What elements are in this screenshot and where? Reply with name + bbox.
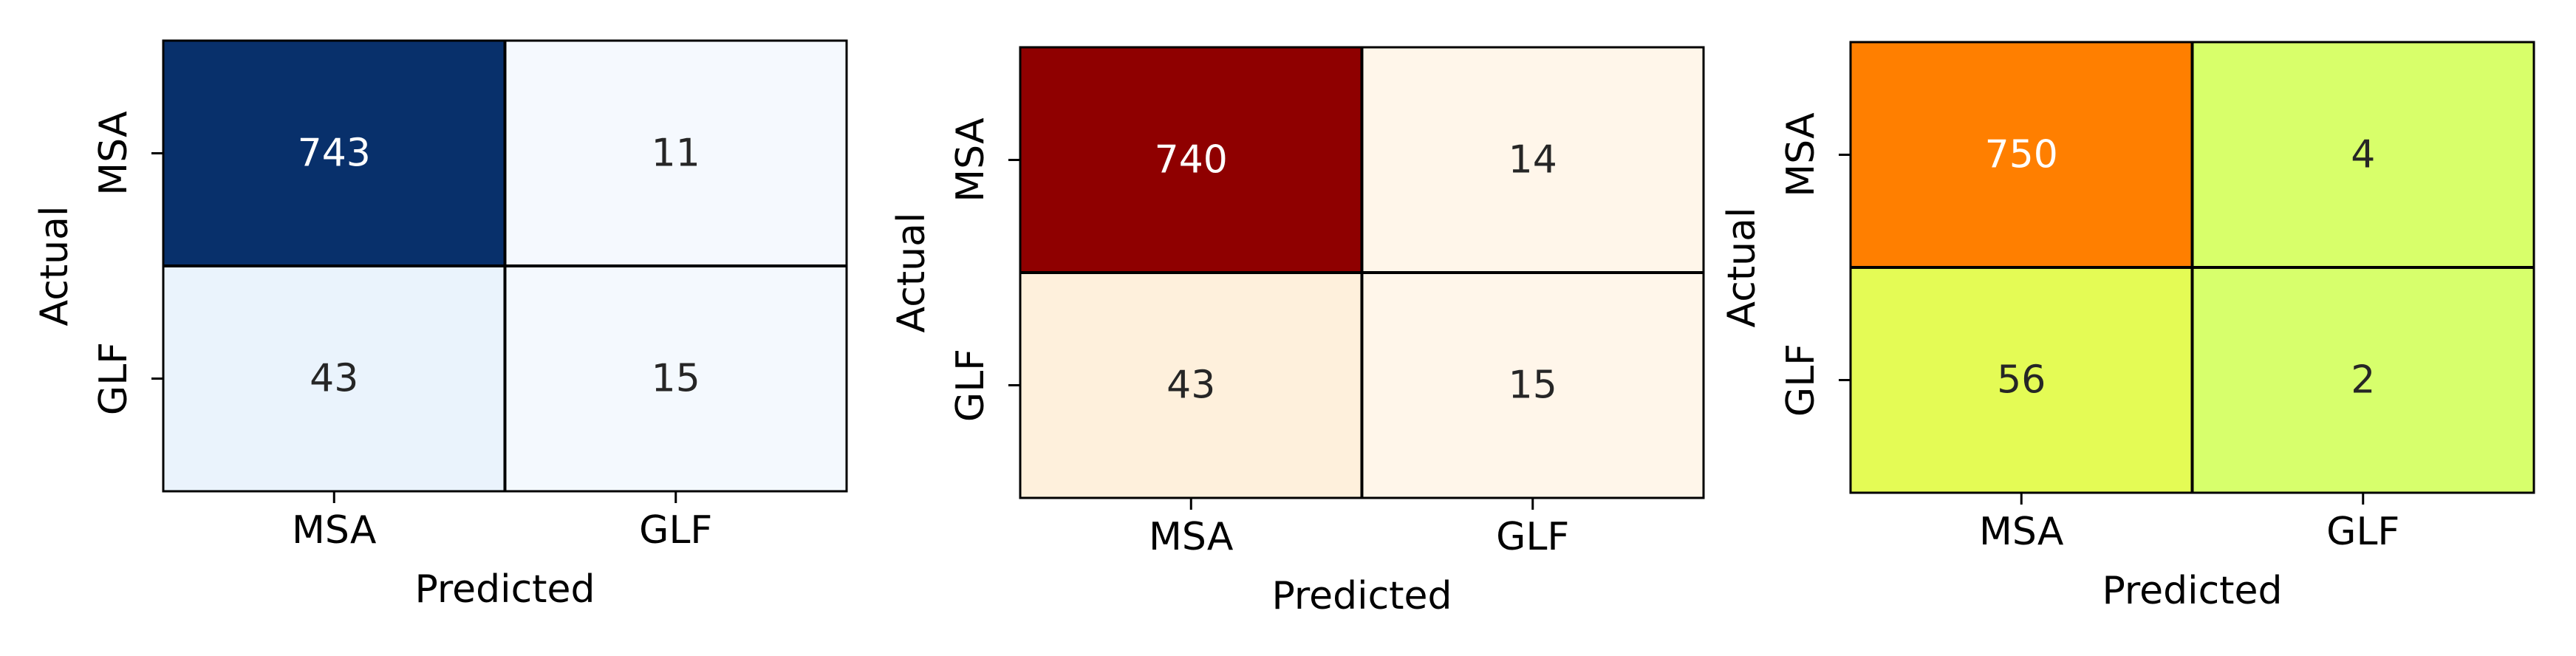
- x-tick-label: MSA: [292, 508, 377, 553]
- cell-value-label: 43: [1166, 363, 1215, 408]
- cell-value-label: 43: [310, 357, 358, 401]
- y-tick-label: GLF: [92, 342, 136, 415]
- x-tick-label: MSA: [1149, 515, 1234, 559]
- y-tick-label: GLF: [949, 349, 993, 422]
- heatmap-panel-3: 750 4 56 2 MSA GLF MSA GLF Predicted Actual: [1720, 41, 2535, 613]
- y-axis-label: Actual: [889, 213, 934, 333]
- heatmap-cell: [163, 266, 505, 491]
- heatmap-cell: [2192, 267, 2534, 493]
- x-tick-label: GLF: [2326, 510, 2399, 554]
- cell-value-label: 743: [298, 131, 371, 176]
- x-axis-label: Predicted: [414, 567, 595, 612]
- heatmap-cell: [505, 266, 847, 491]
- cell-value-label: 4: [2351, 133, 2375, 177]
- heatmap-cell: [163, 41, 505, 266]
- heatmap-cell: [1851, 267, 2193, 493]
- heatmap-cell: [1020, 273, 1362, 498]
- y-axis-label: Actual: [1720, 208, 1764, 328]
- cell-value-label: 11: [652, 131, 700, 176]
- y-tick-label: MSA: [949, 117, 993, 202]
- y-tick-label: MSA: [1779, 112, 1823, 197]
- cell-value-label: 750: [1985, 133, 2058, 177]
- x-tick-label: MSA: [1979, 510, 2064, 554]
- cell-value-label: 740: [1155, 138, 1228, 182]
- heatmap-cell: [1362, 273, 1704, 498]
- cell-value-label: 15: [652, 357, 700, 401]
- plot-frame: [162, 39, 848, 493]
- plot-frame: [1019, 46, 1705, 499]
- cell-value-label: 2: [2351, 358, 2375, 403]
- heatmap-panel-2: 740 14 43 15 MSA GLF MSA GLF Predicted Actual: [889, 46, 1705, 618]
- heatmap-cell: [1362, 47, 1704, 273]
- heatmap-cell: [1020, 47, 1362, 273]
- heatmap-cell: [2192, 42, 2534, 267]
- cell-value-label: 15: [1509, 363, 1557, 408]
- cell-value-label: 56: [1997, 358, 2046, 403]
- heatmap-cell: [1851, 42, 2193, 267]
- heatmap-panel-1: 743 11 43 15 MSA GLF MSA GLF Predicted Actual: [33, 39, 848, 612]
- heatmap-cell: [505, 41, 847, 266]
- x-axis-label: Predicted: [1271, 574, 1452, 618]
- plot-frame: [1849, 41, 2535, 494]
- x-tick-label: GLF: [639, 508, 712, 553]
- x-tick-label: GLF: [1496, 515, 1569, 559]
- y-axis-label: Actual: [33, 206, 77, 327]
- x-axis-label: Predicted: [2102, 569, 2282, 613]
- y-tick-label: GLF: [1779, 344, 1823, 417]
- cell-value-label: 14: [1509, 138, 1557, 182]
- y-tick-label: MSA: [92, 111, 136, 196]
